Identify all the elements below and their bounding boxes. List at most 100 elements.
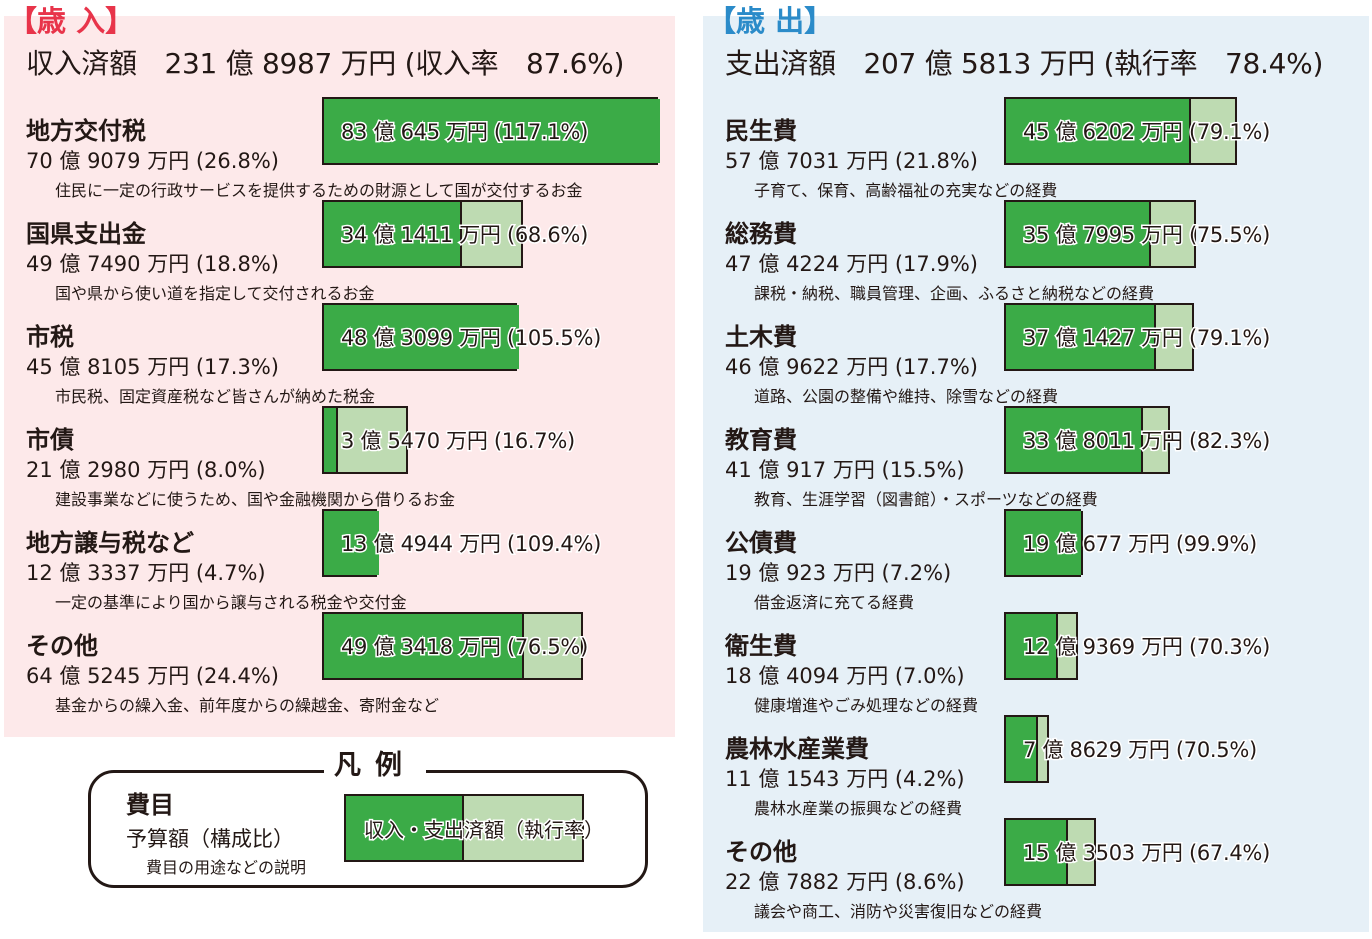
expenditure-actual-bar bbox=[1006, 99, 1191, 163]
revenue-row: 地方交付税 70 億 9079 万円 (26.8%) 住民に一定の行政サービスを提供… bbox=[4, 97, 675, 218]
revenue-category-label: その他 bbox=[26, 632, 98, 660]
revenue-title: 【歳 入】 bbox=[8, 4, 135, 38]
expenditure-budget-bar: 37 億 1427 万円 (79.1%) bbox=[1004, 303, 1272, 371]
expenditure-row: 教育費 41 億 917 万円 (15.5%) 教育、生涯学習（図書館）・スポーツな… bbox=[703, 406, 1369, 527]
revenue-panel: 【歳 入】 収入済額 231 億 8987 万円 (収入率 87.6%) 地方交… bbox=[4, 4, 675, 737]
revenue-actual-bar bbox=[324, 614, 524, 678]
revenue-actual-label: 83 億 645 万円 (117.1%) bbox=[340, 119, 590, 146]
expenditure-category-label: 民生費 bbox=[725, 117, 797, 145]
revenue-description: 基金からの繰入金、前年度からの繰越金、寄附金など bbox=[55, 696, 440, 715]
expenditure-actual-label: 33 億 8011 万円 (82.3%) bbox=[1022, 428, 1272, 455]
expenditure-actual-bar bbox=[1006, 305, 1156, 369]
expenditure-budget-bar: 33 億 8011 万円 (82.3%) bbox=[1004, 406, 1272, 474]
expenditure-category-label: 教育費 bbox=[725, 426, 797, 454]
expenditure-budget-bar: 35 億 7995 万円 (75.5%) bbox=[1004, 200, 1272, 268]
revenue-budget-label: 64 億 5245 万円 (24.4%) bbox=[26, 664, 279, 688]
revenue-actual-label: 34 億 1411 万円 (68.6%) bbox=[340, 222, 590, 249]
revenue-budget-bar: 48 億 3099 万円 (105.5%) bbox=[322, 303, 603, 371]
revenue-budget-label: 45 億 8105 万円 (17.3%) bbox=[26, 355, 279, 379]
expenditure-category-label: 農林水産業費 bbox=[725, 735, 869, 763]
expenditure-row: 衛生費 18 億 4094 万円 (7.0%) 健康増進やごみ処理などの経費 12 億… bbox=[703, 612, 1369, 733]
revenue-budget-bar: 34 億 1411 万円 (68.6%) bbox=[322, 200, 590, 268]
revenue-category-label: 国県支出金 bbox=[26, 220, 146, 248]
expenditure-budget-bar: 45 億 6202 万円 (79.1%) bbox=[1004, 97, 1272, 165]
revenue-actual-label: 49 億 3418 万円 (76.5%) bbox=[340, 634, 590, 661]
legend-category: 費目 bbox=[126, 791, 174, 819]
revenue-budget-label: 49 億 7490 万円 (18.8%) bbox=[26, 252, 279, 276]
legend-description: 費目の用途などの説明 bbox=[146, 858, 307, 877]
expenditure-actual-label: 37 億 1427 万円 (79.1%) bbox=[1022, 325, 1272, 352]
expenditure-budget-label: 41 億 917 万円 (15.5%) bbox=[725, 458, 965, 482]
revenue-description: 一定の基準により国から譲与される税金や交付金 bbox=[55, 593, 407, 612]
expenditure-actual-label: 19 億 677 万円 (99.9%) bbox=[1022, 531, 1259, 558]
legend-bar: 収入・支出済額（執行率） bbox=[344, 794, 606, 862]
legend: 凡例 費目 予算額（構成比） 費目の用途などの説明 収入・支出済額（執行率） bbox=[88, 746, 652, 890]
revenue-actual-bar bbox=[324, 408, 338, 472]
expenditure-row: 土木費 46 億 9622 万円 (17.7%) 道路、公園の整備や維持、除雪などの… bbox=[703, 303, 1369, 424]
revenue-description: 建設事業などに使うため、国や金融機関から借りるお金 bbox=[55, 490, 456, 509]
expenditure-description: 道路、公園の整備や維持、除雪などの経費 bbox=[754, 387, 1059, 406]
expenditure-description: 農林水産業の振興などの経費 bbox=[754, 799, 963, 818]
expenditure-title: 【歳 出】 bbox=[707, 4, 834, 38]
revenue-description: 住民に一定の行政サービスを提供するための財源として国が交付するお金 bbox=[55, 181, 583, 200]
expenditure-row: 民生費 57 億 7031 万円 (21.8%) 子育て、保育、高齢福祉の充実などの… bbox=[703, 97, 1369, 218]
revenue-actual-label: 48 億 3099 万円 (105.5%) bbox=[339, 325, 602, 352]
expenditure-category-label: 土木費 bbox=[725, 323, 797, 351]
revenue-actual-bar bbox=[324, 99, 660, 163]
expenditure-budget-label: 22 億 7882 万円 (8.6%) bbox=[725, 870, 965, 894]
expenditure-budget-label: 19 億 923 万円 (7.2%) bbox=[725, 561, 952, 585]
expenditure-actual-bar bbox=[1006, 614, 1058, 678]
revenue-actual-label: 13 億 4944 万円 (109.4%) bbox=[339, 531, 602, 558]
legend-budget: 予算額（構成比） bbox=[126, 827, 294, 851]
expenditure-description: 健康増進やごみ処理などの経費 bbox=[754, 696, 979, 715]
revenue-actual-bar bbox=[324, 202, 462, 266]
expenditure-budget-bar: 12 億 9369 万円 (70.3%) bbox=[1004, 612, 1272, 680]
revenue-actual-bar bbox=[324, 511, 379, 575]
expenditure-budget-bar: 15 億 3503 万円 (67.4%) bbox=[1004, 818, 1272, 886]
revenue-actual-label: 3 億 5470 万円 (16.7%) bbox=[340, 428, 577, 455]
revenue-budget-bar: 3 億 5470 万円 (16.7%) bbox=[322, 406, 577, 474]
expenditure-actual-bar bbox=[1006, 408, 1143, 472]
revenue-budget-bar: 49 億 3418 万円 (76.5%) bbox=[322, 612, 590, 680]
expenditure-description: 議会や商工、消防や災害復旧などの経費 bbox=[754, 902, 1043, 921]
expenditure-panel: 【歳 出】 支出済額 207 億 5813 万円 (執行率 78.4%) 民生費… bbox=[703, 4, 1369, 932]
revenue-budget-bar: 13 億 4944 万円 (109.4%) bbox=[322, 509, 603, 577]
legend-title: 凡例 bbox=[324, 746, 426, 786]
expenditure-budget-bar: 19 億 677 万円 (99.9%) bbox=[1004, 509, 1259, 577]
expenditure-actual-label: 45 億 6202 万円 (79.1%) bbox=[1022, 119, 1272, 146]
revenue-category-label: 市債 bbox=[26, 426, 74, 454]
expenditure-budget-label: 46 億 9622 万円 (17.7%) bbox=[725, 355, 978, 379]
expenditure-actual-bar bbox=[1006, 820, 1068, 884]
expenditure-actual-label: 12 億 9369 万円 (70.3%) bbox=[1022, 634, 1272, 661]
revenue-row: 国県支出金 49 億 7490 万円 (18.8%) 国や県から使い道を指定して交付… bbox=[4, 200, 675, 321]
expenditure-row: 農林水産業費 11 億 1543 万円 (4.2%) 農林水産業の振興などの経費 7 … bbox=[703, 715, 1369, 836]
revenue-budget-label: 70 億 9079 万円 (26.8%) bbox=[26, 149, 279, 173]
expenditure-category-label: 総務費 bbox=[725, 220, 797, 248]
expenditure-row: 総務費 47 億 4224 万円 (17.9%) 課税・納税、職員管理、企画、ふるさ… bbox=[703, 200, 1369, 321]
expenditure-budget-bar: 7 億 8629 万円 (70.5%) bbox=[1004, 715, 1259, 783]
revenue-row: 地方譲与税など 12 億 3337 万円 (4.7%) 一定の基準により国から譲与さ… bbox=[4, 509, 675, 630]
expenditure-description: 子育て、保育、高齢福祉の充実などの経費 bbox=[754, 181, 1058, 200]
expenditure-actual-bar bbox=[1006, 511, 1083, 575]
expenditure-description: 教育、生涯学習（図書館）・スポーツなどの経費 bbox=[754, 490, 1098, 509]
expenditure-description: 借金返済に充てる経費 bbox=[754, 593, 915, 612]
expenditure-actual-bar bbox=[1006, 717, 1038, 781]
expenditure-description: 課税・納税、職員管理、企画、ふるさと納税などの経費 bbox=[754, 284, 1155, 303]
expenditure-actual-label: 7 億 8629 万円 (70.5%) bbox=[1022, 737, 1259, 764]
expenditure-summary: 支出済額 207 億 5813 万円 (執行率 78.4%) bbox=[725, 47, 1324, 80]
revenue-description: 市民税、固定資産税など皆さんが納めた税金 bbox=[55, 387, 376, 406]
expenditure-category-label: 公債費 bbox=[725, 529, 797, 557]
expenditure-row: 公債費 19 億 923 万円 (7.2%) 借金返済に充てる経費 19 億 677 … bbox=[703, 509, 1369, 630]
revenue-row: 市債 21 億 2980 万円 (8.0%) 建設事業などに使うため、国や金融機関か… bbox=[4, 406, 675, 527]
expenditure-actual-bar bbox=[1006, 202, 1151, 266]
expenditure-budget-label: 57 億 7031 万円 (21.8%) bbox=[725, 149, 978, 173]
revenue-budget-label: 21 億 2980 万円 (8.0%) bbox=[26, 458, 266, 482]
expenditure-actual-label: 35 億 7995 万円 (75.5%) bbox=[1022, 222, 1272, 249]
revenue-description: 国や県から使い道を指定して交付されるお金 bbox=[55, 284, 375, 303]
revenue-row: 市税 45 億 8105 万円 (17.3%) 市民税、固定資産税など皆さんが納めた… bbox=[4, 303, 675, 424]
revenue-category-label: 市税 bbox=[26, 323, 74, 351]
expenditure-row: その他 22 億 7882 万円 (8.6%) 議会や商工、消防や災害復旧などの経費… bbox=[703, 818, 1369, 939]
revenue-category-label: 地方譲与税など bbox=[26, 529, 194, 557]
legend-bar-text: 収入・支出済額（執行率） bbox=[363, 816, 606, 843]
expenditure-budget-label: 11 億 1543 万円 (4.2%) bbox=[725, 767, 965, 791]
